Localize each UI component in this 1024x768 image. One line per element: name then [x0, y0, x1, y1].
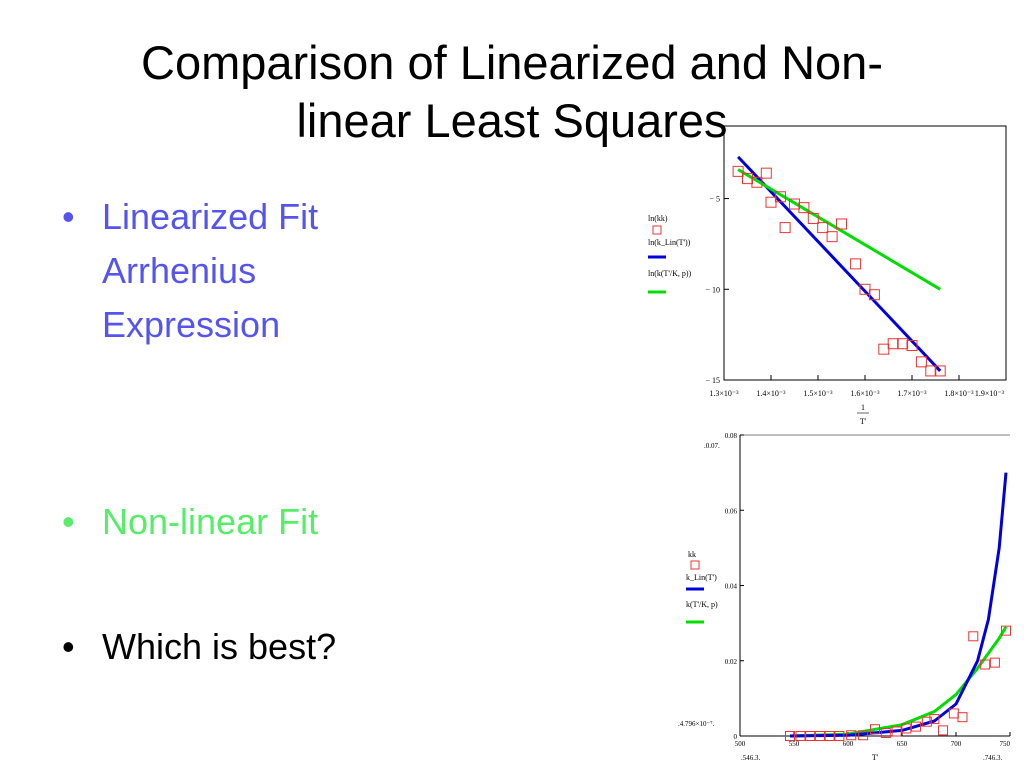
data-point: [774, 191, 786, 203]
x-range-max-label: .746.3.: [983, 754, 1003, 762]
data-point: [858, 730, 869, 741]
nonlinear-fit-curve: [789, 626, 1008, 738]
legend-marker-data: [690, 560, 700, 570]
legend-label-data: ln(kk): [648, 214, 668, 223]
bullet-text-question: Which is best?: [102, 626, 337, 667]
x-tick-label: 1.4×10⁻³: [756, 389, 786, 398]
data-point: [751, 176, 763, 188]
data-point: [846, 730, 857, 741]
data-point: [938, 725, 949, 736]
data-point: [870, 724, 880, 735]
x-axis-label-bottom: T': [860, 417, 867, 426]
y-tick-label: − 15: [705, 376, 720, 385]
y-range-max-label: .0.07.: [704, 442, 720, 450]
x-tick-label: 1.3×10⁻³: [709, 389, 739, 398]
data-point: [968, 631, 979, 642]
data-point: [897, 338, 909, 350]
data-point: [824, 731, 835, 741]
data-point: [934, 365, 946, 377]
y-tick-label: − 5: [709, 195, 720, 204]
data-point: [878, 343, 890, 355]
y-tick-label: − 10: [705, 285, 720, 294]
data-point: [906, 340, 918, 352]
x-range-min-label: .546.3.: [741, 754, 761, 762]
data-point: [779, 222, 791, 234]
bullet-dot: •: [62, 501, 75, 542]
x-tick-label: 1.6×10⁻³: [850, 389, 880, 398]
x-tick-label: 700: [951, 740, 962, 748]
bullet-text-nonlinear: Non-linear Fit: [102, 501, 319, 542]
x-tick-label: 1.5×10⁻³: [803, 389, 833, 398]
data-point: [929, 714, 940, 725]
bullet-dot: •: [62, 626, 75, 667]
data-point: [742, 173, 753, 185]
data-point: [925, 365, 937, 377]
data-point: [807, 213, 819, 225]
bullet-dot: •: [62, 196, 75, 237]
data-point: [891, 726, 902, 737]
linearized-fit-curve: [789, 472, 1008, 738]
data-point: [921, 716, 932, 727]
data-point: [868, 289, 880, 301]
x-tick-label: 1.7×10⁻³: [897, 389, 927, 398]
data-point: [980, 659, 991, 670]
legend-label-nonlinear: ln(k(T'/K, p)): [648, 269, 692, 278]
legend-marker-data: [652, 225, 662, 235]
data-point: [989, 657, 1000, 668]
linearized-fit-line: [737, 155, 942, 372]
slide-title-line-1: Comparison of Linearized and Non-: [141, 36, 883, 89]
data-point: [765, 196, 777, 208]
x-tick-label: 1.9×10⁻³: [975, 389, 1005, 398]
data-point: [834, 731, 845, 741]
data-point: [850, 258, 862, 270]
x-tick-label: 1.8×10⁻³: [944, 389, 974, 398]
data-point: [795, 731, 806, 741]
data-point: [901, 723, 912, 734]
x-tick-label: 500: [735, 740, 746, 748]
data-point: [760, 167, 772, 179]
y-tick-label: 0.04: [725, 583, 738, 591]
bullet-text-linearized: Linearized Fit Arrhenius Expression: [102, 196, 319, 345]
x-axis-label: T': [872, 753, 879, 762]
plot-frame: [723, 125, 1007, 381]
slide-title: Comparison of Linearized and Non- linear…: [40, 34, 984, 150]
slide-title-line-2: linear Least Squares: [296, 94, 728, 147]
legend-label-linearized: ln(k_Lin(T')): [648, 238, 691, 247]
data-point: [826, 231, 838, 243]
y-tick-label: 0: [734, 733, 738, 741]
legend-label-linearized: k_Lin(T'): [686, 573, 717, 582]
data-point: [915, 356, 927, 368]
x-tick-label: 650: [897, 740, 908, 748]
data-point: [1001, 625, 1012, 636]
data-point: [805, 731, 816, 741]
data-point: [887, 338, 899, 350]
data-point: [911, 721, 922, 732]
legend-label-data: kk: [688, 550, 696, 559]
legend-label-nonlinear: k(T'/K, p): [686, 600, 718, 609]
data-point: [785, 731, 796, 741]
y-tick-label: 0.02: [725, 658, 738, 666]
data-point: [817, 222, 829, 234]
data-point: [798, 202, 810, 214]
x-axis-label-top: 1: [861, 403, 865, 412]
y-tick-label: 0.06: [725, 507, 738, 515]
data-point: [948, 708, 959, 719]
y-tick-label: 0.08: [725, 432, 738, 440]
data-point: [880, 727, 891, 738]
x-tick-label: 750: [1000, 740, 1011, 748]
data-point: [957, 712, 968, 723]
data-point: [836, 218, 847, 230]
y-range-min-label: .4.796×10⁻⁷.: [678, 720, 715, 728]
data-point: [814, 731, 825, 741]
data-point: [789, 198, 800, 210]
x-tick-label: 550: [789, 740, 800, 748]
data-point: [732, 165, 744, 177]
x-tick-label: 600: [843, 740, 854, 748]
